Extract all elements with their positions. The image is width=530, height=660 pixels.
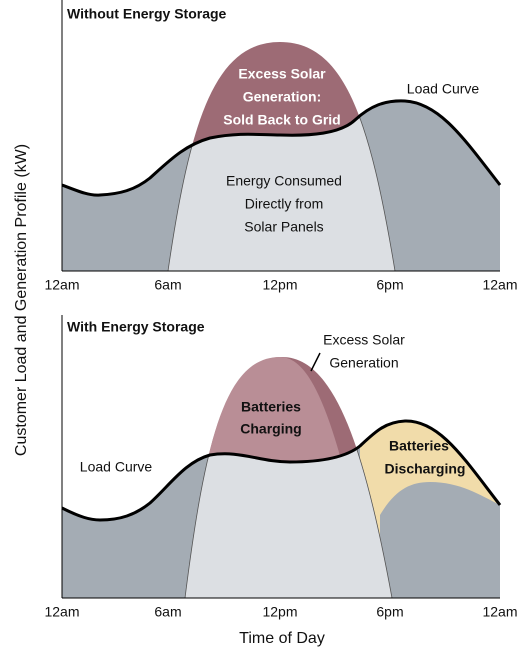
panel-title: With Energy Storage (67, 319, 205, 335)
leader-line (310, 352, 321, 372)
label: Batteries (389, 438, 449, 454)
consumed-area (167, 100, 396, 271)
label: Batteries (241, 399, 301, 415)
y-axis-label: Customer Load and Generation Profile (kW… (13, 144, 30, 456)
label: Excess Solar (323, 332, 405, 348)
consumed-area (184, 420, 393, 598)
x-tick-label: 6am (154, 604, 181, 620)
label: Generation: (243, 89, 322, 105)
label: Sold Back to Grid (223, 112, 340, 128)
bottom-panel: With Energy Storage Excess Solar Generat… (44, 315, 518, 620)
x-tick-label: 12am (44, 277, 79, 293)
label: Load Curve (80, 459, 153, 475)
x-tick-label: 12pm (262, 604, 297, 620)
x-tick-label: 6pm (376, 277, 403, 293)
x-tick-label: 6pm (376, 604, 403, 620)
x-tick-label: 12am (482, 604, 517, 620)
x-tick-label: 12am (44, 604, 79, 620)
x-tick-label: 12pm (262, 277, 297, 293)
top-panel: Without Energy Storage Excess Solar Gene… (44, 0, 518, 293)
load-curve (61, 99, 502, 197)
load-curve (61, 419, 502, 522)
x-axis-label: Time of Day (239, 630, 325, 647)
x-tick-label: 12am (482, 277, 517, 293)
panel-title: Without Energy Storage (67, 6, 227, 22)
label: Charging (240, 421, 301, 437)
label: Solar Panels (244, 219, 323, 235)
label: Energy Consumed (226, 173, 342, 189)
label: Generation (329, 355, 398, 371)
x-tick-label: 6am (154, 277, 181, 293)
label: Load Curve (407, 81, 480, 97)
remaining-load-area (380, 482, 500, 598)
label: Excess Solar (238, 66, 326, 82)
label: Directly from (245, 196, 324, 212)
label: Discharging (385, 461, 466, 477)
